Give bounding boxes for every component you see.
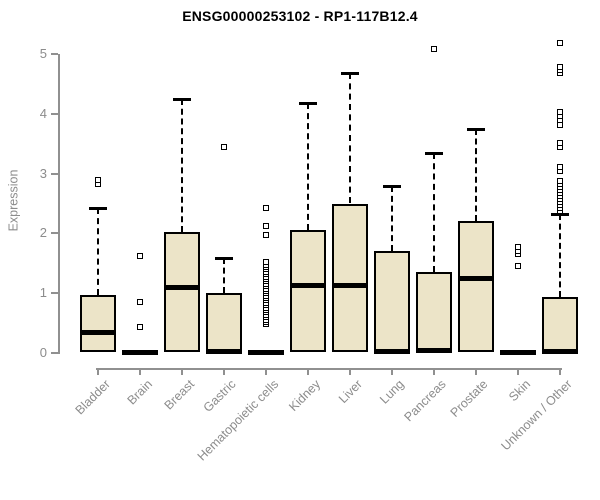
y-tick bbox=[51, 292, 58, 295]
y-tick bbox=[51, 172, 58, 175]
whisker-cap bbox=[89, 207, 107, 211]
y-tick-label: 3 bbox=[39, 165, 47, 181]
box-median-line bbox=[206, 348, 242, 354]
whisker-line bbox=[307, 103, 309, 231]
x-tick bbox=[349, 368, 351, 375]
whisker-line bbox=[223, 257, 225, 293]
whisker-line bbox=[181, 99, 183, 232]
whisker-cap bbox=[551, 213, 569, 217]
x-tick bbox=[97, 368, 99, 375]
x-axis-category-label: Breast bbox=[161, 377, 197, 413]
x-tick bbox=[517, 368, 519, 375]
box-median-line bbox=[500, 349, 536, 355]
whisker-cap bbox=[467, 127, 485, 131]
x-tick bbox=[391, 368, 393, 375]
x-axis-line bbox=[96, 368, 562, 370]
outlier-point bbox=[556, 109, 563, 116]
outlier-point bbox=[220, 144, 227, 151]
y-tick-label: 4 bbox=[39, 105, 47, 121]
outlier-point bbox=[556, 178, 563, 185]
whisker-line bbox=[97, 208, 99, 295]
box-median-line bbox=[164, 285, 200, 291]
y-tick bbox=[51, 112, 58, 115]
x-axis-category-label: Bladder bbox=[72, 377, 113, 418]
box-plot-box bbox=[332, 203, 368, 352]
whisker-cap bbox=[299, 102, 317, 106]
y-tick-label: 0 bbox=[39, 345, 47, 360]
chart-title: ENSG00000253102 - RP1-117B12.4 bbox=[182, 8, 418, 24]
box-plot-box bbox=[542, 296, 578, 353]
box-median-line bbox=[80, 329, 116, 335]
box-median-line bbox=[332, 282, 368, 288]
outlier-point bbox=[136, 299, 143, 306]
box-plot-box bbox=[374, 250, 410, 353]
whisker-cap bbox=[173, 98, 191, 102]
x-tick bbox=[559, 368, 561, 375]
box-median-line bbox=[416, 348, 452, 354]
x-axis-category-label: Liver bbox=[335, 377, 365, 407]
x-tick bbox=[223, 368, 225, 375]
x-axis-category-label: Gastric bbox=[201, 377, 239, 415]
x-tick bbox=[475, 368, 477, 375]
outlier-point bbox=[556, 163, 563, 170]
x-tick bbox=[181, 368, 183, 375]
outlier-point bbox=[514, 244, 521, 251]
outlier-point bbox=[262, 259, 269, 266]
x-tick bbox=[265, 368, 267, 375]
x-tick bbox=[307, 368, 309, 375]
x-axis-category-label: Lung bbox=[377, 377, 407, 407]
outlier-point bbox=[556, 64, 563, 71]
x-tick bbox=[433, 368, 435, 375]
y-tick-label: 2 bbox=[39, 225, 47, 241]
box-median-line bbox=[122, 349, 158, 355]
outlier-point bbox=[262, 223, 269, 230]
x-axis-category-label: Kidney bbox=[285, 377, 323, 414]
whisker-cap bbox=[215, 256, 233, 260]
whisker-cap bbox=[341, 72, 359, 76]
outlier-point bbox=[430, 45, 437, 52]
y-tick bbox=[51, 232, 58, 235]
x-axis-category-label: Skin bbox=[505, 377, 533, 405]
box-plot-box bbox=[206, 292, 242, 353]
box-median-line bbox=[542, 348, 578, 354]
outlier-point bbox=[262, 232, 269, 239]
y-tick-label: 1 bbox=[39, 285, 47, 301]
outlier-point bbox=[94, 177, 101, 184]
y-tick bbox=[51, 53, 58, 55]
x-axis-category-label: Prostate bbox=[448, 377, 491, 420]
outlier-point bbox=[262, 205, 269, 212]
y-axis-line bbox=[58, 54, 60, 354]
whisker-cap bbox=[425, 152, 443, 156]
outlier-point bbox=[556, 39, 563, 46]
whisker-line bbox=[475, 128, 477, 221]
x-axis-category-label: Hematopoietic cells bbox=[194, 377, 281, 464]
outlier-point bbox=[136, 324, 143, 331]
box-median-line bbox=[374, 348, 410, 354]
whisker-cap bbox=[383, 185, 401, 189]
box-plot-box bbox=[458, 220, 494, 352]
whisker-line bbox=[391, 186, 393, 251]
box-median-line bbox=[458, 275, 494, 281]
box-plot-box bbox=[164, 231, 200, 352]
y-tick bbox=[51, 352, 58, 354]
whisker-line bbox=[349, 73, 351, 204]
x-axis-category-label: Brain bbox=[124, 377, 155, 408]
whisker-line bbox=[433, 153, 435, 273]
x-tick bbox=[139, 368, 141, 375]
box-plot-box bbox=[416, 272, 452, 353]
y-tick-label: 5 bbox=[39, 46, 47, 61]
outlier-point bbox=[514, 263, 521, 270]
outlier-point bbox=[556, 140, 563, 147]
box-plot-box bbox=[290, 230, 326, 352]
whisker-line bbox=[559, 214, 561, 297]
outlier-point bbox=[136, 252, 143, 259]
box-plot-box bbox=[80, 294, 116, 352]
x-axis-category-label: Pancreas bbox=[401, 377, 449, 425]
box-median-line bbox=[290, 282, 326, 288]
box-median-line bbox=[248, 349, 284, 355]
